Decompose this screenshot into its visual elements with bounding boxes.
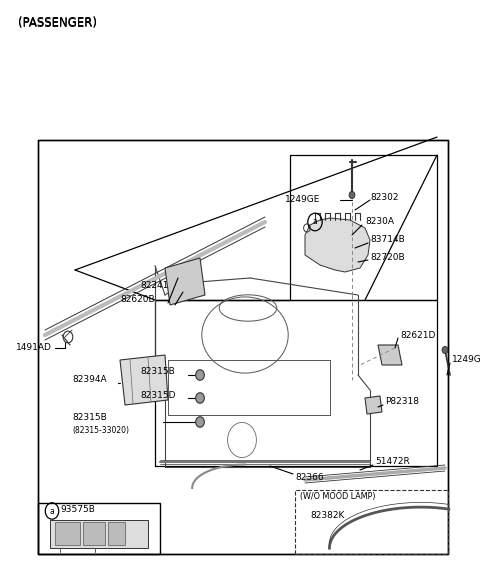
Polygon shape — [365, 396, 382, 414]
Bar — [83, 522, 105, 545]
Text: 82621D: 82621D — [400, 331, 435, 339]
Text: 82394A: 82394A — [72, 376, 107, 384]
Text: 82315D: 82315D — [140, 391, 176, 400]
Text: 83714B: 83714B — [370, 236, 405, 244]
Text: 82315B: 82315B — [72, 414, 107, 423]
Circle shape — [349, 192, 355, 199]
Text: 82315B: 82315B — [140, 367, 175, 376]
Circle shape — [196, 370, 204, 380]
Polygon shape — [378, 345, 402, 365]
Bar — [55, 522, 80, 545]
Polygon shape — [305, 218, 370, 272]
Bar — [108, 522, 125, 545]
Text: 82382K: 82382K — [310, 510, 344, 520]
Bar — [38, 503, 160, 554]
Text: a: a — [312, 217, 317, 227]
Bar — [50, 520, 148, 548]
Polygon shape — [120, 355, 168, 405]
Circle shape — [196, 393, 204, 403]
Text: 82302: 82302 — [370, 192, 398, 202]
Text: P82318: P82318 — [385, 397, 419, 407]
Text: (PASSENGER): (PASSENGER) — [18, 16, 97, 29]
Polygon shape — [165, 258, 205, 305]
Text: 51472R: 51472R — [375, 458, 410, 466]
Text: (W/O MOOD LAMP): (W/O MOOD LAMP) — [300, 492, 375, 502]
Text: (82315-33020): (82315-33020) — [72, 425, 129, 434]
Bar — [295, 490, 448, 554]
Text: 93575B: 93575B — [60, 505, 95, 513]
Text: 8230A: 8230A — [365, 217, 394, 227]
Text: 1249GE: 1249GE — [452, 356, 480, 364]
Text: 82241: 82241 — [140, 281, 168, 291]
Text: 1491AD: 1491AD — [16, 343, 52, 353]
Bar — [38, 140, 448, 554]
Circle shape — [196, 417, 204, 427]
Text: 1249GE: 1249GE — [285, 196, 320, 205]
Text: 82620B: 82620B — [120, 295, 155, 305]
Text: 82720B: 82720B — [370, 253, 405, 261]
Circle shape — [442, 346, 448, 353]
Text: a: a — [49, 506, 54, 516]
Text: 82366: 82366 — [295, 472, 324, 482]
Text: (PASSENGER): (PASSENGER) — [18, 17, 97, 30]
